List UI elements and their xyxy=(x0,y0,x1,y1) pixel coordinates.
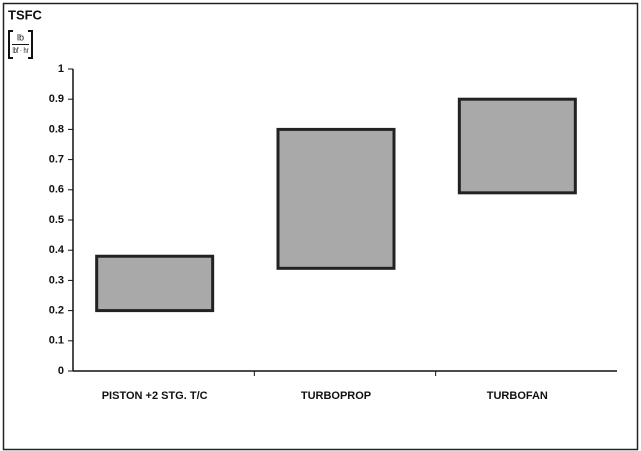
y-tick-label: 0.7 xyxy=(49,154,64,166)
x-tick-label: PISTON +2 STG. T/C xyxy=(101,390,208,402)
y-tick-label: 0.4 xyxy=(49,244,65,256)
y-tick-label: 0.9 xyxy=(49,93,64,105)
x-tick-label: TURBOPROP xyxy=(300,390,372,402)
range-bar xyxy=(457,97,577,195)
range-bar xyxy=(276,127,396,270)
y-tick-label: 0.1 xyxy=(49,335,64,347)
y-tick-label: 0.3 xyxy=(49,274,64,286)
unit-denominator: lbf · hr xyxy=(13,46,29,55)
y-tick-label: 0.8 xyxy=(49,123,64,135)
range-bar xyxy=(95,254,215,313)
y-tick-label: 0.5 xyxy=(49,214,64,226)
unit-numerator: lb xyxy=(17,32,24,42)
y-tick-label: 0 xyxy=(58,365,64,377)
y-tick-label: 0.6 xyxy=(49,184,64,196)
chart-title: TSFC xyxy=(8,7,43,22)
unit-bracket xyxy=(8,30,33,59)
x-tick-label: TURBOFAN xyxy=(486,390,548,402)
y-tick-label: 1 xyxy=(58,63,64,75)
y-tick-label: 0.2 xyxy=(49,305,64,317)
